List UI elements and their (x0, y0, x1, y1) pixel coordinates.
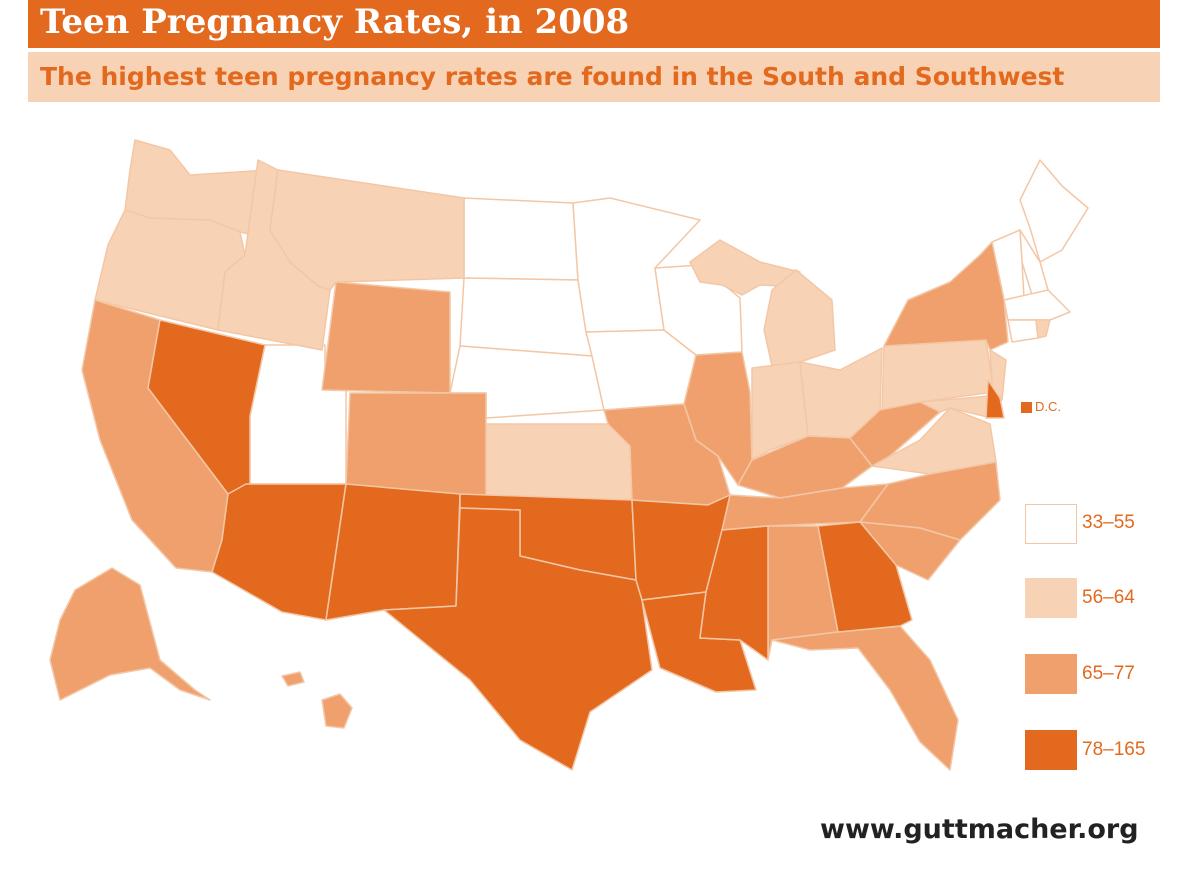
legend-swatch-2 (1025, 578, 1077, 618)
state-texas (383, 507, 653, 771)
legend-swatch-1 (1025, 504, 1077, 544)
state-kansas (485, 423, 633, 501)
state-hawaii (321, 693, 353, 729)
state-west-virginia (849, 401, 941, 467)
state-montana (269, 169, 465, 291)
bin-65-77 (49, 241, 1009, 771)
state-alaska (49, 567, 211, 701)
legend-label-4: 78–165 (1082, 739, 1146, 760)
state-wyoming (321, 281, 451, 394)
bin-33-55 (249, 159, 1089, 485)
state-north-dakota (463, 197, 579, 281)
state-mississippi (699, 525, 769, 661)
map-title: Teen Pregnancy Rates, in 2008 (40, 2, 630, 42)
state-michigan (689, 239, 801, 296)
legend-label-2: 56–64 (1082, 587, 1135, 608)
legend-label-3: 65–77 (1082, 663, 1135, 684)
state-michigan-lower (763, 269, 836, 367)
title-bar (28, 0, 1160, 48)
legend-label-1: 33–55 (1082, 512, 1135, 533)
state-colorado (345, 392, 487, 501)
dc-label: D.C. (1035, 399, 1061, 414)
state-rhode-island (1035, 319, 1051, 339)
map-subtitle: The highest teen pregnancy rates are fou… (40, 62, 1065, 91)
state-hawaii-islands (281, 671, 305, 687)
state-florida (771, 625, 959, 771)
dc-swatch (1021, 402, 1032, 413)
subtitle-bar (28, 52, 1160, 102)
footer-url: www.guttmacher.org (820, 814, 1139, 845)
state-arizona (211, 483, 347, 621)
legend-swatch-3 (1025, 654, 1077, 694)
bin-78-165 (147, 319, 1005, 771)
bin-56-64 (94, 139, 1051, 501)
legend-swatch-4 (1025, 730, 1077, 770)
state-connecticut (1007, 319, 1039, 343)
state-georgia (817, 521, 913, 633)
state-new-mexico (325, 483, 461, 621)
state-south-dakota (459, 277, 593, 357)
state-maine (1019, 159, 1089, 263)
state-delaware (985, 379, 1005, 419)
state-new-york (883, 241, 1009, 351)
state-massachusetts (1003, 289, 1071, 321)
